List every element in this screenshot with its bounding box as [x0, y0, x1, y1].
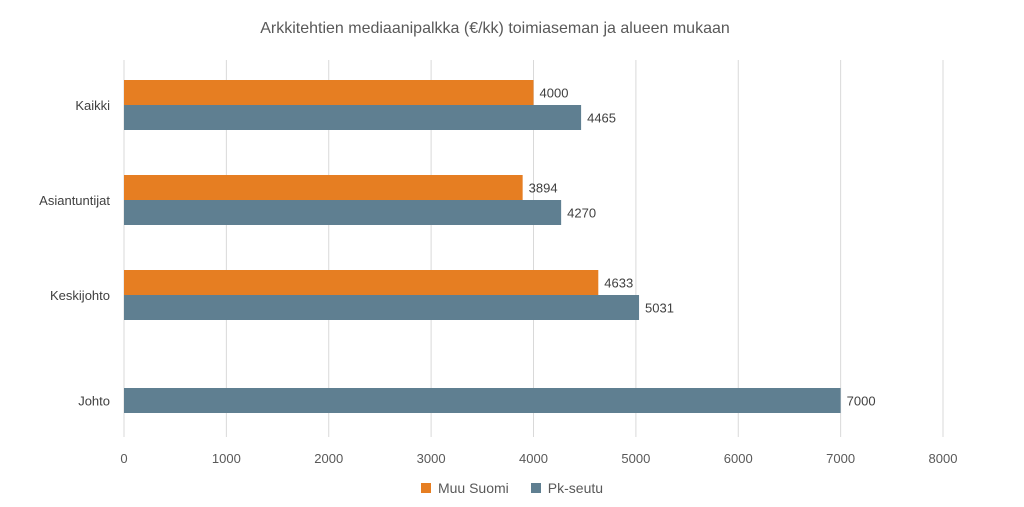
bar: [124, 388, 841, 413]
x-tick-label: 3000: [417, 451, 446, 466]
legend-swatch-muu-suomi: [420, 483, 431, 493]
legend-swatch-pk-seutu: [530, 483, 541, 493]
x-tick-label: 1000: [212, 451, 241, 466]
x-tick-label: 2000: [314, 451, 343, 466]
legend-item-pk-seutu: Pk-seutu: [530, 480, 604, 496]
x-tick-label: 4000: [519, 451, 548, 466]
category-label: Kaikki: [75, 98, 110, 113]
data-label: 7000: [847, 394, 876, 409]
category-label: Asiantuntijat: [39, 193, 110, 208]
data-label: 3894: [529, 181, 558, 196]
x-tick-label: 7000: [826, 451, 855, 466]
data-label: 5031: [645, 301, 674, 316]
bar: [124, 105, 582, 130]
bar: [124, 175, 523, 200]
x-tick-label: 8000: [929, 451, 958, 466]
category-label: Keskijohto: [50, 288, 110, 303]
x-tick-label: 5000: [621, 451, 650, 466]
legend-item-muu-suomi: Muu Suomi: [420, 480, 509, 496]
legend-label-muu-suomi: Muu Suomi: [437, 480, 509, 496]
bar: [124, 295, 640, 320]
data-label: 4000: [540, 86, 569, 101]
data-label: 4270: [567, 206, 596, 221]
legend-label-pk-seutu: Pk-seutu: [547, 480, 604, 496]
x-tick-label: 6000: [724, 451, 753, 466]
bar: [124, 80, 534, 105]
category-label: Johto: [78, 394, 110, 409]
bar: [124, 200, 562, 225]
data-label: 4633: [604, 276, 633, 291]
bar: [124, 270, 599, 295]
x-tick-label: 0: [120, 451, 127, 466]
chart-title: Arkkitehtien mediaanipalkka (€/kk) toimi…: [260, 20, 730, 37]
data-label: 4465: [587, 111, 616, 126]
legend: Muu Suomi Pk-seutu: [0, 480, 1024, 496]
